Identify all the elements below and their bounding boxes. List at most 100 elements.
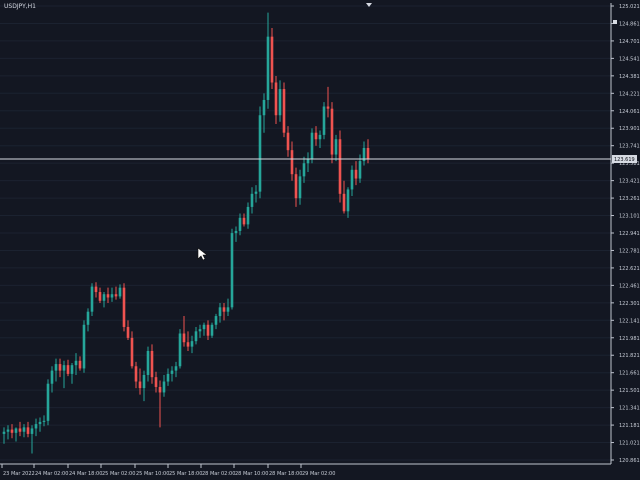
- bullish-candle-body[interactable]: [74, 360, 78, 366]
- labels-layer: 125.021 124.861 124.701 124.541 124.381 124.2…: [1, 4, 640, 477]
- bullish-candle-body[interactable]: [298, 176, 302, 199]
- y-axis-label: 123.901: [619, 126, 640, 132]
- bearish-candle-body[interactable]: [294, 174, 298, 199]
- bullish-candle-body[interactable]: [86, 311, 90, 325]
- bullish-candle-body[interactable]: [70, 365, 74, 374]
- bearish-candle-body[interactable]: [26, 427, 30, 434]
- bullish-candle-body[interactable]: [42, 420, 46, 422]
- bullish-candle-body[interactable]: [170, 370, 174, 374]
- bullish-candle-body[interactable]: [306, 158, 310, 164]
- bearish-candle-body[interactable]: [126, 326, 130, 338]
- bearish-candle-body[interactable]: [18, 428, 22, 432]
- bullish-candle-body[interactable]: [362, 147, 366, 162]
- bearish-candle-body[interactable]: [366, 147, 370, 159]
- bullish-candle-body[interactable]: [22, 427, 26, 432]
- bearish-candle-body[interactable]: [186, 342, 190, 347]
- bearish-candle-body[interactable]: [242, 217, 246, 225]
- bearish-candle-body[interactable]: [10, 429, 14, 433]
- bullish-candle-body[interactable]: [30, 428, 34, 434]
- bullish-candle-body[interactable]: [202, 324, 206, 330]
- bullish-candle-body[interactable]: [142, 374, 146, 389]
- bullish-candle-body[interactable]: [262, 99, 266, 116]
- bullish-candle-body[interactable]: [194, 331, 198, 342]
- bearish-candle-body[interactable]: [274, 82, 278, 116]
- bearish-candle-body[interactable]: [182, 333, 186, 343]
- bearish-candle-body[interactable]: [58, 364, 62, 371]
- bearish-candle-body[interactable]: [66, 365, 70, 374]
- bearish-candle-body[interactable]: [98, 292, 102, 301]
- bullish-candle-body[interactable]: [318, 134, 322, 140]
- bearish-candle-body[interactable]: [150, 350, 154, 378]
- bearish-candle-body[interactable]: [94, 286, 98, 293]
- bullish-candle-body[interactable]: [198, 329, 202, 332]
- bearish-candle-body[interactable]: [354, 169, 358, 179]
- bullish-candle-body[interactable]: [258, 115, 262, 192]
- bearish-candle-body[interactable]: [206, 324, 210, 336]
- bullish-candle-body[interactable]: [238, 217, 242, 231]
- bullish-candle-body[interactable]: [358, 161, 362, 179]
- bullish-candle-body[interactable]: [226, 307, 230, 312]
- bullish-candle-body[interactable]: [234, 230, 238, 234]
- bearish-candle-body[interactable]: [282, 89, 286, 133]
- bullish-candle-body[interactable]: [246, 206, 250, 225]
- bullish-candle-body[interactable]: [210, 324, 214, 336]
- bullish-candle-body[interactable]: [254, 191, 258, 194]
- bearish-candle-body[interactable]: [290, 150, 294, 175]
- bearish-candle-body[interactable]: [338, 139, 342, 194]
- bullish-candle-body[interactable]: [266, 36, 270, 100]
- bearish-candle-body[interactable]: [158, 386, 162, 393]
- bearish-candle-body[interactable]: [270, 36, 274, 83]
- candles-layer[interactable]: [2, 12, 370, 454]
- bullish-candle-body[interactable]: [146, 350, 150, 375]
- bearish-candle-body[interactable]: [342, 193, 346, 212]
- bullish-candle-body[interactable]: [334, 139, 338, 155]
- bearish-candle-body[interactable]: [138, 381, 142, 389]
- bearish-candle-body[interactable]: [326, 106, 330, 109]
- y-axis-label: 122.301: [619, 301, 640, 307]
- bearish-candle-body[interactable]: [286, 132, 290, 151]
- bullish-candle-body[interactable]: [14, 428, 18, 433]
- bullish-candle-body[interactable]: [322, 106, 326, 135]
- bullish-candle-body[interactable]: [2, 431, 6, 434]
- bullish-candle-body[interactable]: [302, 163, 306, 177]
- bullish-candle-body[interactable]: [50, 370, 54, 384]
- bearish-candle-body[interactable]: [130, 337, 134, 367]
- bearish-candle-body[interactable]: [222, 307, 226, 312]
- bullish-candle-body[interactable]: [350, 169, 354, 190]
- bullish-candle-body[interactable]: [278, 89, 282, 116]
- bearish-candle-body[interactable]: [134, 366, 138, 382]
- bullish-candle-body[interactable]: [46, 383, 50, 421]
- bullish-candle-body[interactable]: [250, 193, 254, 207]
- bullish-candle-body[interactable]: [90, 286, 94, 312]
- bearish-candle-body[interactable]: [154, 377, 158, 387]
- bullish-candle-body[interactable]: [178, 333, 182, 367]
- bearish-candle-body[interactable]: [330, 108, 334, 155]
- bearish-candle-body[interactable]: [114, 294, 118, 297]
- bullish-candle-body[interactable]: [230, 233, 234, 308]
- bearish-candle-body[interactable]: [106, 294, 110, 298]
- bearish-candle-body[interactable]: [122, 287, 126, 327]
- bullish-candle-body[interactable]: [38, 421, 42, 425]
- bearish-candle-body[interactable]: [314, 132, 318, 140]
- bullish-candle-body[interactable]: [310, 132, 314, 159]
- bullish-candle-body[interactable]: [54, 364, 58, 371]
- bullish-candle-body[interactable]: [102, 294, 106, 301]
- bullish-candle-body[interactable]: [110, 294, 114, 298]
- bullish-candle-body[interactable]: [166, 373, 170, 382]
- bullish-candle-body[interactable]: [174, 366, 178, 371]
- bullish-candle-body[interactable]: [346, 189, 350, 212]
- bullish-candle-body[interactable]: [214, 316, 218, 325]
- x-axis-label: 24 Mar 02:00: [35, 471, 68, 477]
- y-axis-label: 121.181: [619, 423, 640, 429]
- bullish-candle-body[interactable]: [62, 365, 66, 371]
- triangle-down-icon[interactable]: [366, 3, 372, 7]
- bullish-candle-body[interactable]: [218, 307, 222, 317]
- bullish-candle-body[interactable]: [190, 341, 194, 347]
- bullish-candle-body[interactable]: [82, 324, 86, 369]
- bullish-candle-body[interactable]: [34, 424, 38, 429]
- bullish-candle-body[interactable]: [6, 429, 10, 432]
- bearish-candle-body[interactable]: [78, 360, 82, 369]
- bullish-candle-body[interactable]: [118, 287, 122, 297]
- bullish-candle-body[interactable]: [162, 381, 166, 393]
